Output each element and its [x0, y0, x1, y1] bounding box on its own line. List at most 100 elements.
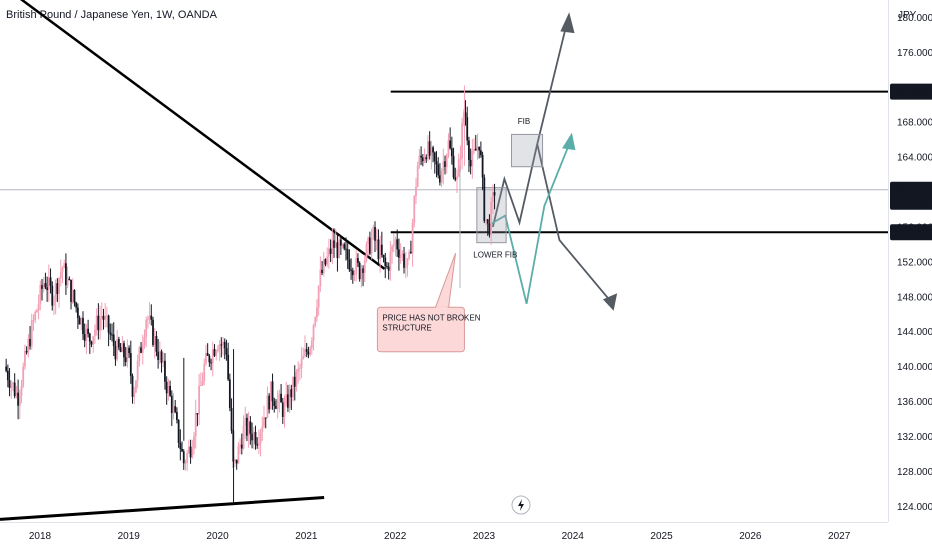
candle-body: [176, 412, 178, 420]
x-tick-label: 2026: [739, 531, 762, 542]
candle-body: [181, 448, 183, 452]
candle-body: [445, 155, 448, 167]
candle-body: [462, 112, 465, 124]
candle-body: [222, 341, 224, 346]
projection-path-teal[interactable]: [487, 139, 572, 304]
candle-body: [164, 360, 166, 382]
candle-body: [215, 351, 218, 356]
projection-path-down[interactable]: [491, 143, 614, 305]
x-tick-label: 2023: [473, 531, 496, 542]
candle-body: [117, 339, 120, 348]
candle-body: [177, 419, 180, 443]
candle-body: [90, 341, 93, 345]
lightning-glyph: [518, 499, 524, 511]
candle-body: [240, 444, 243, 449]
candle-body: [230, 407, 233, 431]
candle-body: [30, 320, 33, 347]
candle-body: [396, 239, 399, 250]
candle-body: [123, 343, 125, 358]
fib-label: FIB: [518, 117, 530, 126]
candle-body: [481, 155, 484, 178]
candle-body: [174, 406, 177, 413]
candle-body: [39, 285, 42, 305]
candle-body: [379, 244, 382, 260]
candle-body: [191, 448, 194, 458]
candle-body: [392, 244, 395, 247]
candle-body: [391, 246, 393, 252]
callout-box[interactable]: [376, 306, 465, 353]
candle-body: [380, 244, 383, 255]
candle-body: [22, 366, 25, 386]
candle-body: [157, 351, 160, 361]
candle-body: [360, 268, 363, 280]
candle-body: [239, 444, 242, 447]
candle-body: [247, 421, 250, 436]
candle-body: [165, 381, 168, 394]
arrow-up-icon: [560, 12, 575, 34]
callout-text: PRICE HAS NOT BROKEN: [382, 313, 480, 322]
candle-body: [150, 315, 153, 320]
candle-body: [145, 319, 148, 338]
y-tick-label: 124.000: [897, 502, 932, 513]
candle-body: [242, 425, 245, 449]
candle-body: [61, 267, 64, 272]
candle-body: [413, 196, 416, 223]
candle-body: [88, 333, 91, 342]
candle-body: [293, 376, 296, 387]
candle-body: [99, 318, 101, 331]
candle-body: [51, 285, 54, 306]
candle-body: [15, 392, 18, 397]
candle-body: [136, 361, 139, 381]
candle-body: [288, 389, 291, 408]
candle-body: [27, 338, 30, 353]
candle-body: [374, 227, 376, 241]
candle-body: [331, 240, 334, 254]
candle-body: [427, 141, 429, 160]
candle-body: [249, 421, 252, 434]
candle-body: [415, 186, 417, 197]
candle-body: [82, 317, 84, 335]
candle-body: [169, 385, 171, 396]
candle-body: [256, 444, 259, 446]
callout-pointer: [434, 252, 457, 309]
ascending-trendline[interactable]: [0, 496, 325, 521]
candle-body: [217, 349, 219, 352]
y-tick-label: 176.000: [897, 48, 932, 59]
candle-body: [112, 334, 115, 346]
projection-path-up[interactable]: [536, 27, 567, 145]
x-tick-label: 2025: [650, 531, 673, 542]
candle-body: [65, 263, 67, 286]
price-label-box: [890, 181, 932, 210]
candle-body: [106, 315, 108, 317]
candle-body: [83, 334, 86, 341]
candle-body: [201, 381, 204, 386]
candle-body: [432, 147, 434, 153]
descending-trendline[interactable]: [4, 0, 386, 270]
candle-body: [146, 318, 149, 320]
candle-body: [227, 354, 230, 380]
candle-body: [116, 339, 119, 360]
candle-body: [223, 341, 226, 349]
candle-body: [148, 315, 151, 319]
candle-body: [403, 253, 405, 268]
candle-body: [58, 278, 60, 294]
candle-body: [97, 315, 100, 331]
candle-body: [73, 289, 76, 303]
candle-body: [362, 268, 364, 273]
candle-body: [196, 413, 199, 415]
candle-body: [24, 350, 26, 367]
candle-body: [343, 244, 346, 249]
candle-body: [76, 307, 79, 318]
candle-body: [92, 336, 95, 345]
candle-body: [457, 159, 460, 177]
candle-body: [59, 271, 62, 279]
candle-body: [41, 285, 43, 289]
candle-body: [273, 401, 276, 406]
candle-body: [53, 300, 55, 306]
candle-body: [295, 372, 298, 387]
candle-body: [454, 177, 457, 180]
candle-body: [172, 406, 175, 414]
candle-body: [225, 348, 228, 355]
fib-zone[interactable]: [510, 133, 544, 168]
candle-body: [184, 462, 187, 464]
